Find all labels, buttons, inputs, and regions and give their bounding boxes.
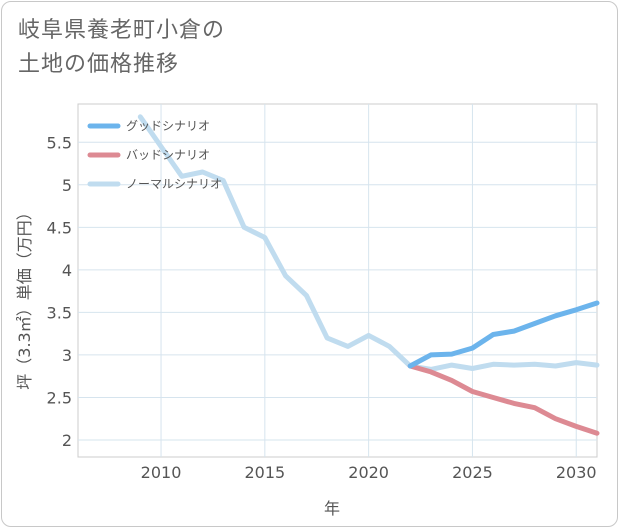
series-lines: [137, 114, 600, 436]
legend-label-0: グッドシナリオ: [126, 119, 210, 133]
legend-label-1: バッドシナリオ: [126, 148, 210, 162]
y-tick-label-4: 4: [62, 261, 72, 280]
x-tick-label-2010: 2010: [141, 463, 182, 482]
y-tick-label-3: 3: [62, 346, 72, 365]
x-tick-label-2020: 2020: [348, 463, 389, 482]
x-tick-label-2015: 2015: [244, 463, 285, 482]
y-tick-label-5: 5: [62, 176, 72, 195]
y-tick-label-5.5: 5.5: [47, 133, 72, 152]
y-axis-label: 坪（3.3㎡）単価（万円）: [15, 204, 34, 389]
legend-label-2: ノーマルシナリオ: [126, 177, 222, 191]
y-tick-label-2: 2: [62, 431, 72, 450]
y-tick-label-2.5: 2.5: [47, 388, 72, 407]
y-tick-label-3.5: 3.5: [47, 303, 72, 322]
x-tick-label-2025: 2025: [452, 463, 493, 482]
series-line-1: [407, 363, 600, 436]
chart-title-line-2: 土地の価格推移: [18, 52, 180, 77]
chart-title: 岐阜県養老町小倉の 土地の価格推移: [18, 14, 225, 82]
series-line-0: [407, 300, 600, 369]
plot-area: [77, 103, 598, 458]
y-axis-ticks: 2 2.5 3 3.5 4 4.5 5 5.5: [47, 133, 72, 450]
x-axis-ticks: 2010 2015 2020 2025 2030: [141, 463, 597, 482]
x-tick-label-2030: 2030: [556, 463, 597, 482]
grid-lines: [78, 104, 597, 457]
series-line-2: [137, 114, 600, 372]
y-tick-label-4.5: 4.5: [47, 218, 72, 237]
chart-title-line-1: 岐阜県養老町小倉の: [18, 18, 226, 43]
x-axis-label: 年: [324, 499, 340, 518]
